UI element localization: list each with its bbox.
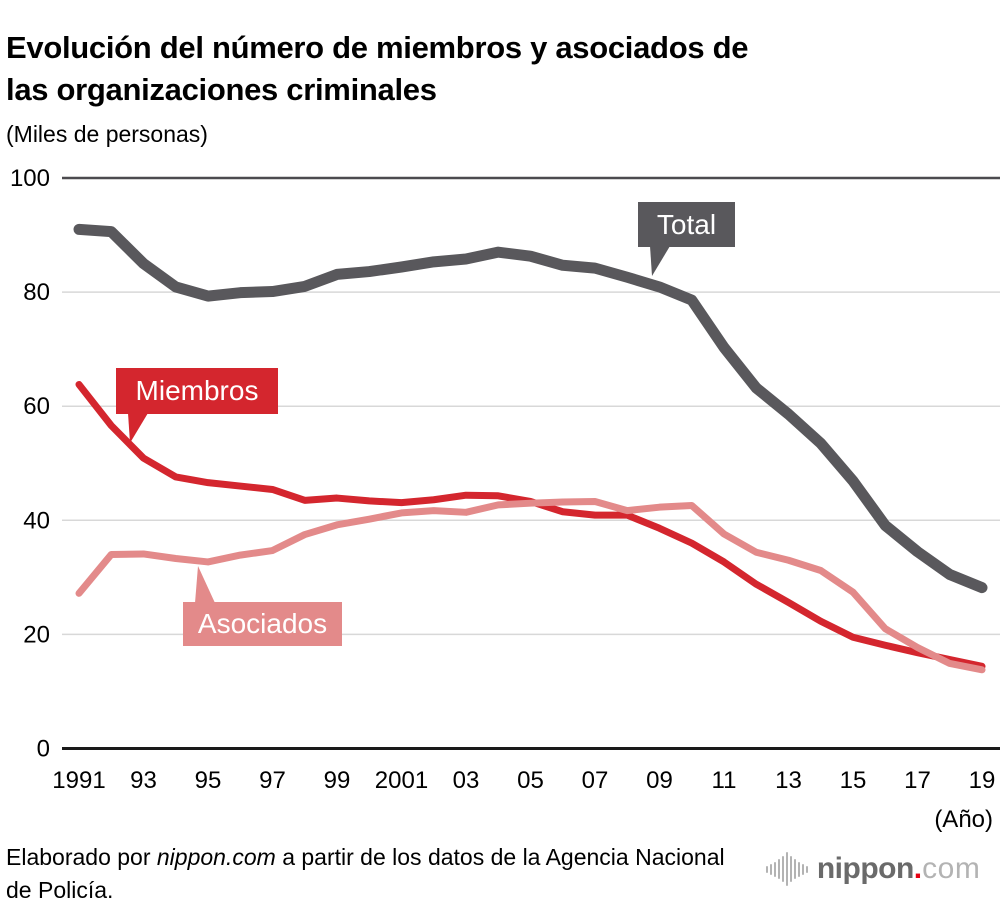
series-line-asociados bbox=[75, 497, 986, 674]
nippon-logo-soundwave-icon bbox=[766, 849, 810, 889]
x-tick-label-07: 07 bbox=[582, 767, 609, 794]
miembros-series-badge-label: Miembros bbox=[135, 375, 259, 406]
y-tick-label-20: 20 bbox=[23, 621, 50, 648]
page-title-line1: Evolución del número de miembros y asoci… bbox=[6, 29, 749, 65]
source-note-prefix: Elaborado por bbox=[6, 844, 157, 870]
total-badge-pointer-icon bbox=[650, 246, 670, 276]
soundwave-bar bbox=[777, 859, 781, 879]
soundwave-bar bbox=[781, 856, 785, 882]
source-note-brand: nippon.com bbox=[156, 844, 276, 870]
total-series-badge: Total bbox=[638, 202, 735, 247]
soundwave-bar bbox=[797, 861, 801, 877]
y-tick-label-100: 100 bbox=[10, 165, 50, 192]
asociados-series-badge-label: Asociados bbox=[197, 608, 328, 639]
y-tick-label-80: 80 bbox=[23, 279, 50, 306]
soundwave-bar bbox=[785, 852, 789, 886]
nippon-logo-name: nippon bbox=[816, 852, 914, 885]
x-tick-label-95: 95 bbox=[195, 767, 222, 794]
asociados-series-badge: Asociados bbox=[183, 602, 342, 646]
x-tick-label-09: 09 bbox=[646, 767, 673, 794]
x-tick-label-11: 11 bbox=[712, 767, 737, 794]
x-axis-unit-label: (Año) bbox=[934, 806, 993, 833]
x-tick-label-97: 97 bbox=[259, 767, 286, 794]
asociados-badge-pointer-icon bbox=[195, 566, 215, 603]
y-tick-label-40: 40 bbox=[23, 507, 50, 534]
soundwave-bar bbox=[793, 859, 797, 879]
x-tick-label-15: 15 bbox=[840, 767, 867, 794]
nippon-logo: nippon . com bbox=[766, 849, 980, 889]
page-title: Evolución del número de miembros y asoci… bbox=[6, 27, 986, 111]
x-tick-label-19: 19 bbox=[969, 767, 996, 794]
soundwave-bar bbox=[773, 861, 777, 877]
page-title-line2: las organizaciones criminales bbox=[6, 71, 437, 107]
series-line-total bbox=[73, 223, 988, 594]
x-tick-label-03: 03 bbox=[453, 767, 480, 794]
nippon-logo-tld: com bbox=[922, 852, 981, 885]
x-tick-label-17: 17 bbox=[904, 767, 931, 794]
source-note-suffix: a partir de los datos de la Agencia Naci… bbox=[6, 844, 725, 902]
y-tick-label-60: 60 bbox=[23, 393, 50, 420]
miembros-series-badge: Miembros bbox=[116, 368, 278, 414]
y-axis-unit-label: (Miles de personas) bbox=[6, 121, 208, 147]
source-note: Elaborado por nippon.com a partir de los… bbox=[6, 841, 751, 902]
y-tick-label-0: 0 bbox=[37, 736, 50, 763]
x-tick-label-2001: 2001 bbox=[375, 767, 428, 794]
nippon-logo-dot: . bbox=[913, 852, 923, 885]
soundwave-bar bbox=[766, 865, 769, 873]
x-tick-label-13: 13 bbox=[775, 767, 802, 794]
x-tick-label-05: 05 bbox=[517, 767, 544, 794]
x-tick-label-99: 99 bbox=[324, 767, 351, 794]
soundwave-bar bbox=[789, 856, 793, 882]
soundwave-bar bbox=[801, 863, 805, 875]
x-tick-label-1991: 1991 bbox=[52, 767, 105, 794]
total-series-badge-label: Total bbox=[656, 208, 717, 240]
soundwave-bar bbox=[805, 865, 809, 873]
miembros-badge-pointer-icon bbox=[128, 413, 148, 443]
soundwave-bar bbox=[769, 863, 773, 875]
x-tick-label-93: 93 bbox=[130, 767, 157, 794]
